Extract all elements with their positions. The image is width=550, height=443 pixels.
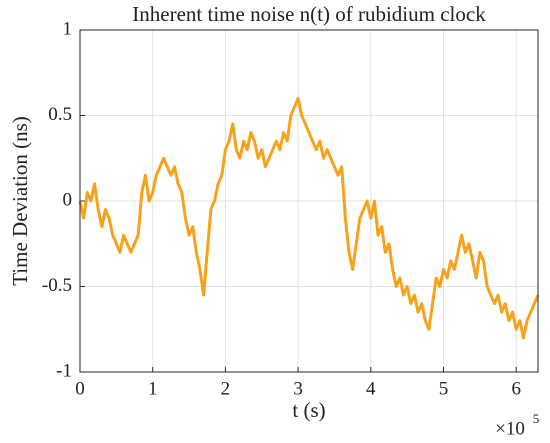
data-line — [78, 96, 540, 340]
chart-title: Inherent time noise n(t) of rubidium clo… — [132, 2, 486, 26]
x-tick-label: 0 — [75, 378, 85, 399]
x-tick-label: 2 — [221, 378, 231, 399]
x-scale-power: 5 — [533, 411, 540, 426]
y-tick-label: 0.5 — [48, 104, 72, 125]
x-scale-base: ×10 — [495, 418, 525, 439]
x-tick-label: 5 — [439, 378, 449, 399]
plot-frame — [79, 29, 539, 373]
y-tick-label: -1 — [56, 360, 72, 381]
x-tick-label: 6 — [511, 378, 521, 399]
x-tick-label: 4 — [366, 378, 376, 399]
x-axis-label: t (s) — [292, 398, 325, 422]
x-tick-label: 3 — [293, 378, 303, 399]
y-tick-label: 1 — [63, 18, 73, 39]
y-tick-label: 0 — [63, 189, 73, 210]
x-tick-label: 1 — [148, 378, 158, 399]
y-tick-label: -0.5 — [42, 275, 72, 296]
y-axis-label: Time Deviation (ns) — [8, 116, 32, 286]
